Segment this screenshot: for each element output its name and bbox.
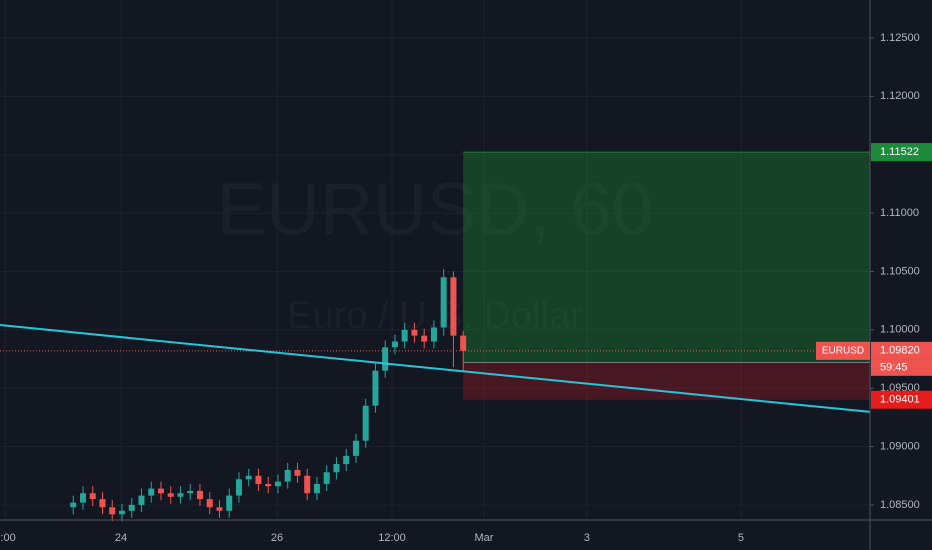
price-tag-label: 1.09401	[880, 394, 920, 406]
candle-body	[148, 488, 155, 496]
price-tag-label: 1.11522	[880, 146, 919, 158]
candle-body	[430, 327, 437, 342]
y-tick-label: 1.10500	[880, 265, 920, 277]
countdown-tag	[871, 359, 932, 376]
countdown: 59:45	[880, 362, 908, 374]
target-zone	[463, 152, 870, 363]
candle-body	[99, 499, 106, 508]
candle-body	[128, 504, 135, 511]
candle-body	[79, 493, 86, 503]
x-tick-label: 24	[115, 532, 127, 544]
candle-body	[401, 329, 408, 342]
stop-zone	[463, 362, 870, 400]
x-tick-label: 26	[271, 532, 283, 544]
candle-body	[177, 493, 184, 497]
x-tick-label: 3	[584, 532, 590, 544]
candle-body	[265, 483, 272, 487]
y-tick-label: 1.12000	[880, 90, 920, 102]
last-price-tag	[871, 341, 932, 360]
candle-body	[226, 495, 233, 511]
candle-body	[167, 493, 174, 497]
candle-body	[274, 481, 281, 487]
last-price-label: 1.09820	[880, 345, 920, 357]
candle-body	[109, 507, 116, 515]
symbol-tag	[816, 341, 870, 360]
candle-body	[235, 479, 242, 496]
candle-body	[245, 475, 252, 480]
candle-body	[343, 455, 350, 465]
candle-body	[304, 475, 311, 494]
x-tick-label: Mar	[474, 532, 493, 544]
candle-body	[157, 488, 164, 494]
candle-body	[352, 440, 359, 456]
candle-body	[187, 490, 194, 494]
candle-body	[89, 493, 96, 500]
candle-body	[382, 347, 389, 371]
candle-body	[440, 277, 447, 328]
candle-body	[411, 329, 418, 336]
price-tag	[871, 390, 932, 409]
y-tick-label: 1.10000	[880, 324, 920, 336]
candle-body	[421, 335, 428, 342]
trendline	[0, 324, 871, 413]
candle-body	[372, 370, 379, 406]
candle-body	[313, 483, 320, 494]
x-tick-label: 2:00	[0, 532, 16, 544]
candle-body	[70, 502, 77, 508]
y-tick-label: 1.11000	[880, 207, 919, 219]
x-tick-label: 12:00	[378, 532, 406, 544]
candle-body	[206, 499, 213, 508]
x-tick-label: 5	[738, 532, 744, 544]
y-tick-label: 1.09000	[880, 440, 920, 452]
candle-body	[391, 341, 398, 348]
candle-body	[294, 469, 301, 476]
candle-body	[460, 335, 467, 351]
candle-body	[333, 464, 340, 473]
y-tick-label: 1.08500	[880, 499, 920, 511]
candle-body	[284, 469, 291, 482]
candle-body	[450, 277, 457, 336]
y-tick-label: 1.12500	[880, 32, 920, 44]
watermark-title: EURUSD, 60	[217, 168, 653, 251]
candle-body	[323, 472, 330, 484]
symbol-label: EURUSD	[822, 345, 864, 356]
price-tag	[871, 143, 932, 162]
candle-body	[118, 510, 125, 515]
candle-body	[362, 405, 369, 441]
candle-body	[255, 475, 262, 484]
candle-body	[196, 490, 203, 500]
candle-body	[216, 507, 223, 511]
candle-body	[138, 495, 145, 505]
